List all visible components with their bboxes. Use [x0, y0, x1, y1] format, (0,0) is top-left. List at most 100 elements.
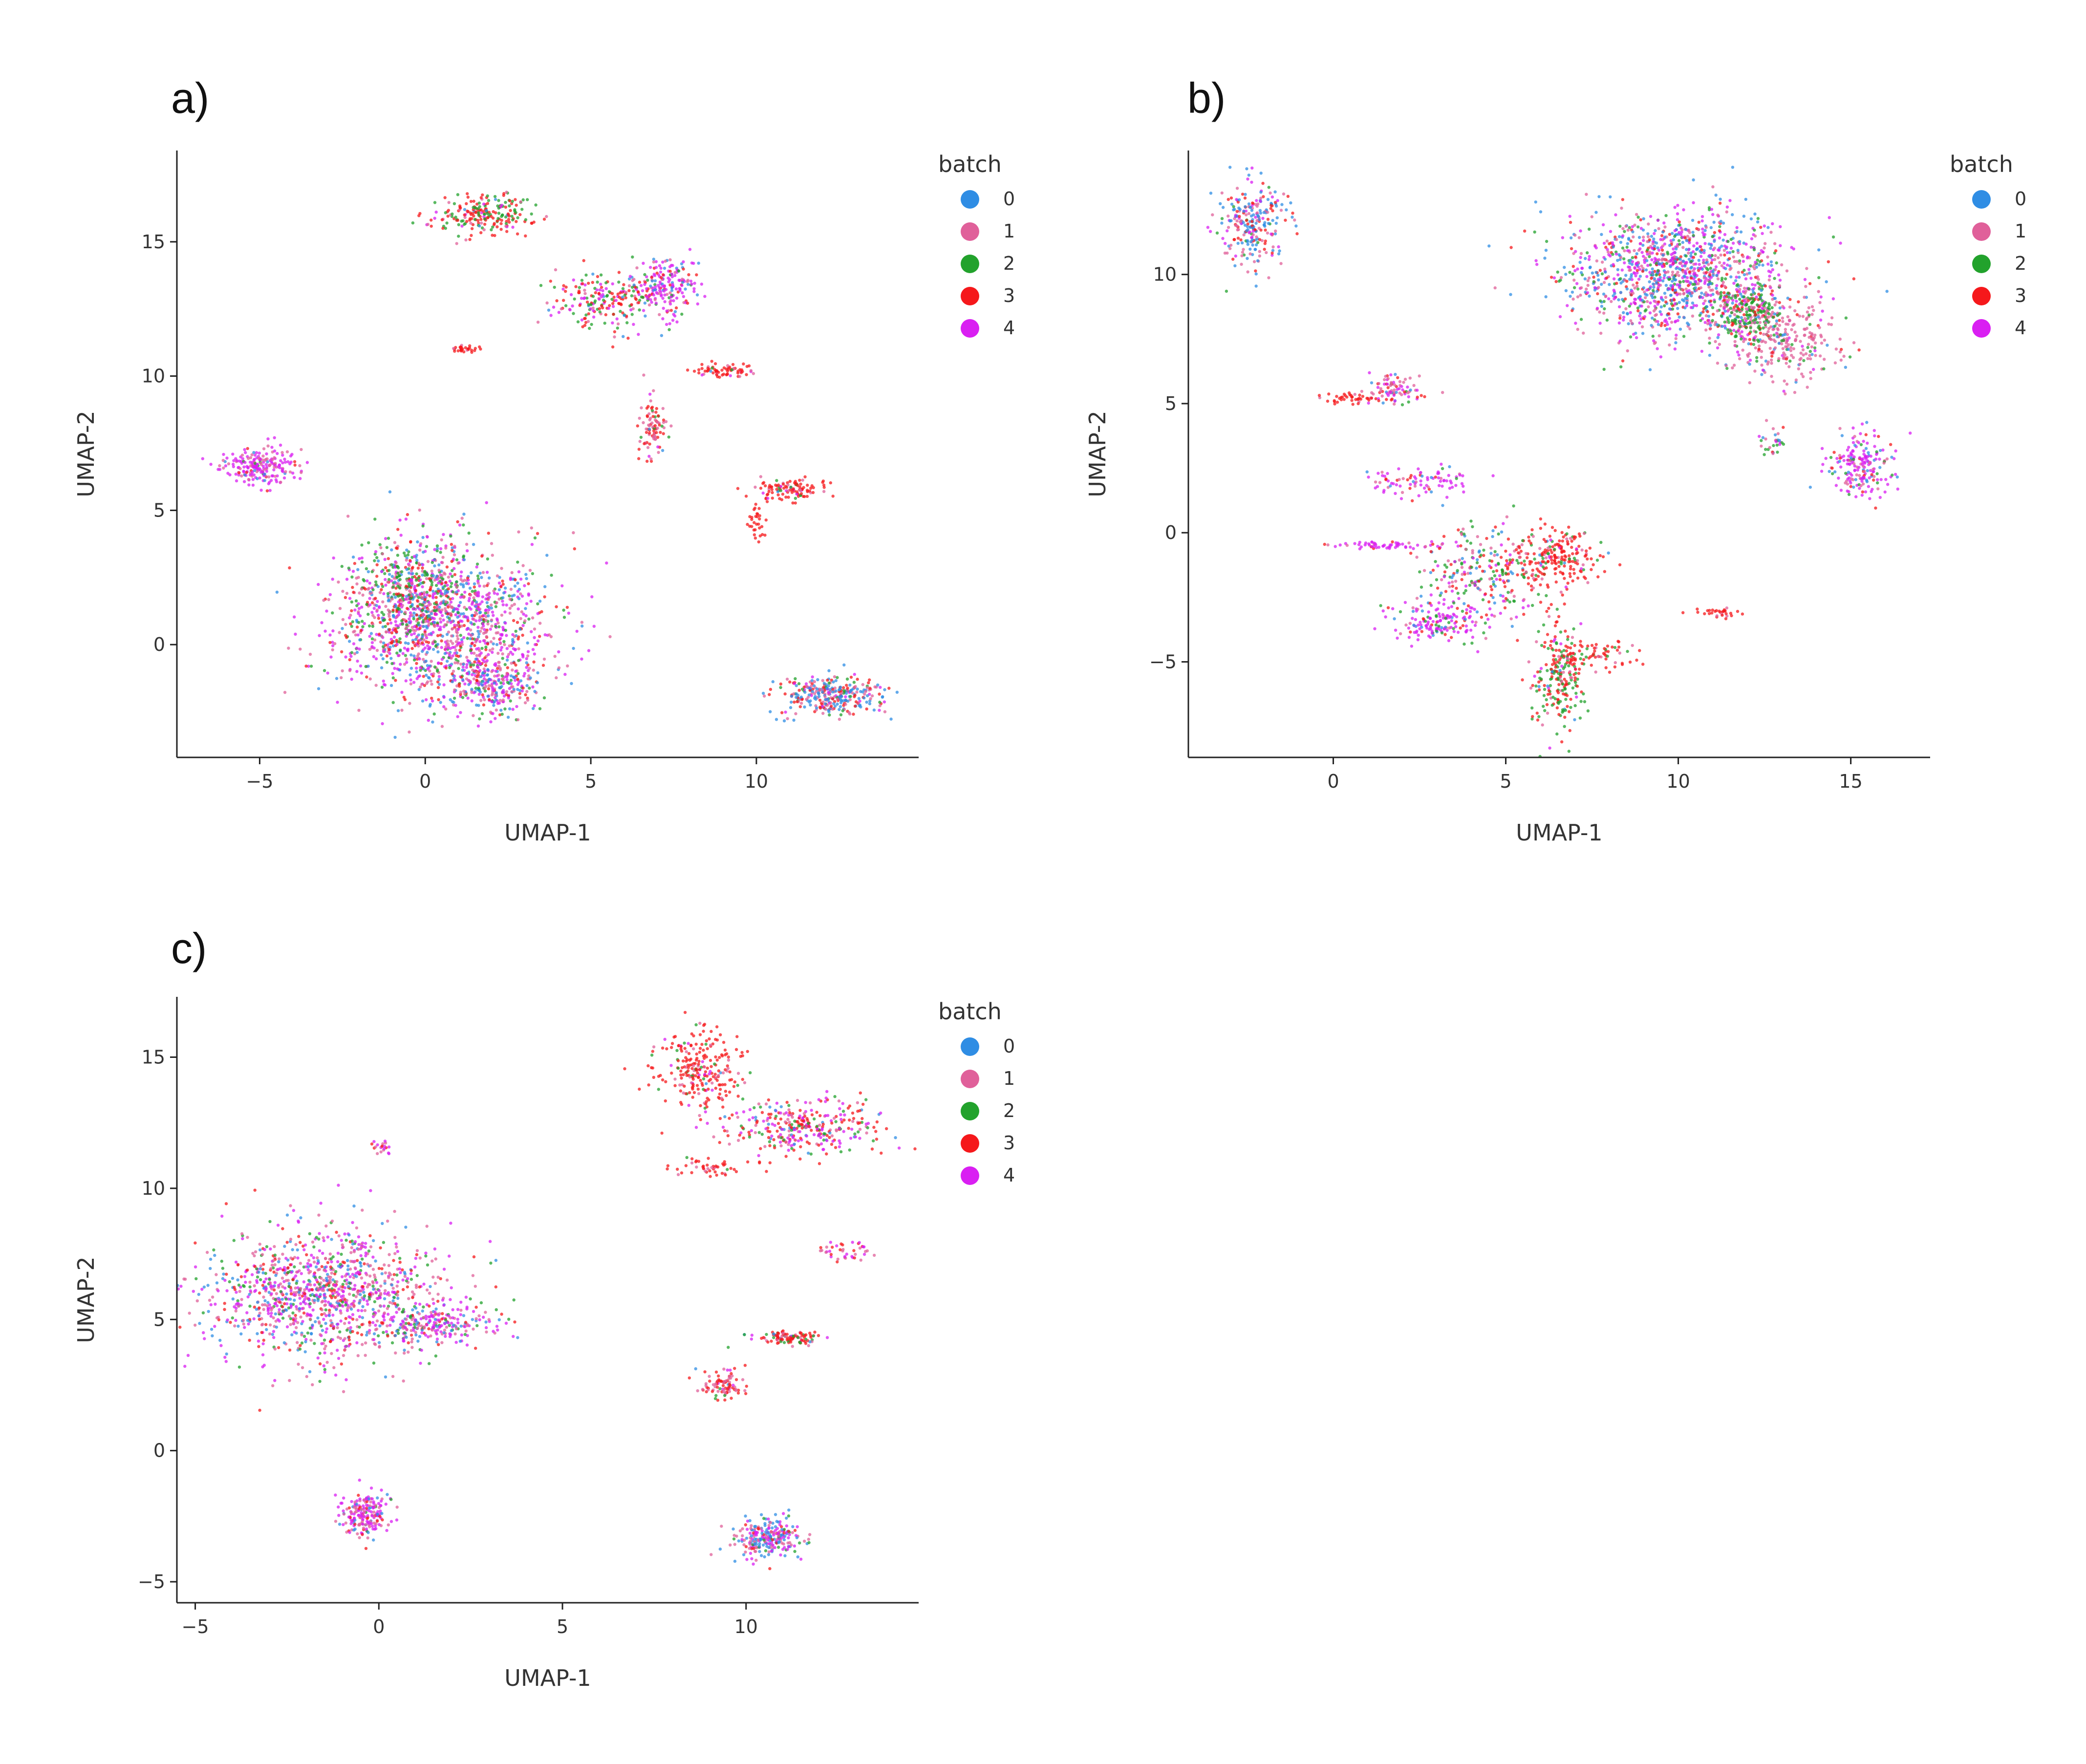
scatter-point	[401, 652, 405, 655]
scatter-point	[451, 645, 454, 649]
scatter-point	[505, 230, 509, 233]
scatter-point	[858, 704, 861, 708]
scatter-point	[761, 533, 764, 537]
scatter-point	[482, 584, 486, 588]
scatter-point	[1252, 260, 1256, 263]
scatter-point	[255, 451, 258, 454]
scatter-point	[1646, 232, 1650, 236]
scatter-point	[661, 273, 665, 277]
scatter-point	[1729, 275, 1733, 279]
scatter-point	[265, 452, 268, 455]
scatter-point	[1273, 190, 1277, 194]
scatter-point	[243, 448, 246, 452]
scatter-point	[471, 673, 474, 676]
scatter-point	[1644, 292, 1647, 296]
scatter-point	[360, 587, 363, 591]
scatter-point	[501, 600, 504, 603]
scatter-point	[562, 616, 566, 619]
scatter-point	[511, 199, 515, 203]
scatter-point	[1679, 255, 1683, 258]
scatter-point	[585, 301, 589, 304]
scatter-point	[454, 627, 458, 631]
scatter-point	[1648, 311, 1652, 315]
scatter-point	[789, 485, 793, 489]
scatter-point	[517, 659, 520, 662]
scatter-point	[338, 631, 341, 634]
scatter-point	[643, 301, 647, 305]
scatter-point	[437, 568, 441, 572]
scatter-point	[659, 266, 663, 270]
scatter-point	[578, 303, 581, 307]
scatter-point	[345, 578, 349, 581]
scatter-point	[396, 584, 400, 588]
scatter-point	[806, 695, 810, 699]
scatter-point	[1612, 263, 1615, 266]
scatter-point	[471, 668, 474, 672]
scatter-point	[844, 695, 847, 699]
scatter-point	[359, 664, 363, 668]
scatter-point	[1677, 315, 1681, 319]
scatter-point	[350, 609, 353, 613]
scatter-point	[475, 638, 479, 641]
scatter-point	[477, 201, 481, 205]
scatter-point	[279, 443, 282, 447]
scatter-point	[430, 622, 433, 625]
scatter-point	[352, 590, 355, 594]
scatter-point	[280, 451, 284, 454]
scatter-point	[510, 594, 514, 598]
scatter-point	[1691, 301, 1695, 305]
scatter-point	[1744, 242, 1748, 246]
scatter-point	[1220, 221, 1224, 225]
scatter-point	[461, 668, 464, 672]
scatter-point	[883, 688, 886, 691]
scatter-point	[1509, 293, 1512, 296]
scatter-point	[391, 701, 395, 704]
scatter-point	[795, 684, 798, 688]
scatter-point	[670, 289, 674, 292]
scatter-point	[1544, 295, 1548, 299]
scatter-point	[667, 435, 671, 439]
scatter-point	[652, 258, 656, 261]
scatter-point	[1226, 215, 1230, 218]
scatter-point	[523, 584, 526, 587]
scatter-point	[453, 678, 457, 682]
scatter-point	[407, 642, 410, 645]
scatter-point	[1722, 296, 1726, 300]
scatter-point	[1675, 333, 1678, 337]
scatter-point	[1648, 255, 1651, 258]
scatter-point	[604, 313, 608, 317]
scatter-point	[1242, 248, 1245, 251]
scatter-point	[1286, 194, 1290, 198]
scatter-point	[490, 618, 494, 622]
scatter-point	[690, 282, 693, 286]
scatter-point	[1797, 300, 1800, 303]
scatter-point	[477, 221, 480, 225]
scatter-point	[1711, 235, 1714, 238]
scatter-point	[496, 217, 500, 220]
scatter-point	[445, 565, 449, 569]
scatter-point	[792, 718, 796, 722]
scatter-point	[497, 661, 501, 664]
scatter-point	[490, 542, 494, 545]
scatter-point	[411, 607, 415, 611]
scatter-point	[622, 283, 625, 286]
scatter-point	[401, 596, 404, 600]
scatter-point	[562, 608, 565, 612]
scatter-point	[532, 660, 536, 664]
scatter-point	[294, 632, 297, 636]
scatter-point	[1629, 239, 1633, 243]
scatter-point	[388, 490, 392, 494]
scatter-point	[1587, 276, 1591, 280]
scatter-point	[449, 698, 452, 702]
scatter-point	[1251, 243, 1254, 247]
scatter-point	[355, 646, 359, 650]
scatter-point	[631, 307, 635, 311]
scatter-point	[1574, 250, 1577, 253]
scatter-point	[1667, 278, 1671, 281]
scatter-point	[476, 574, 480, 578]
scatter-point	[439, 611, 443, 614]
scatter-point	[1692, 201, 1695, 204]
scatter-point	[499, 222, 503, 225]
scatter-point	[526, 698, 530, 702]
scatter-point	[1251, 230, 1255, 233]
